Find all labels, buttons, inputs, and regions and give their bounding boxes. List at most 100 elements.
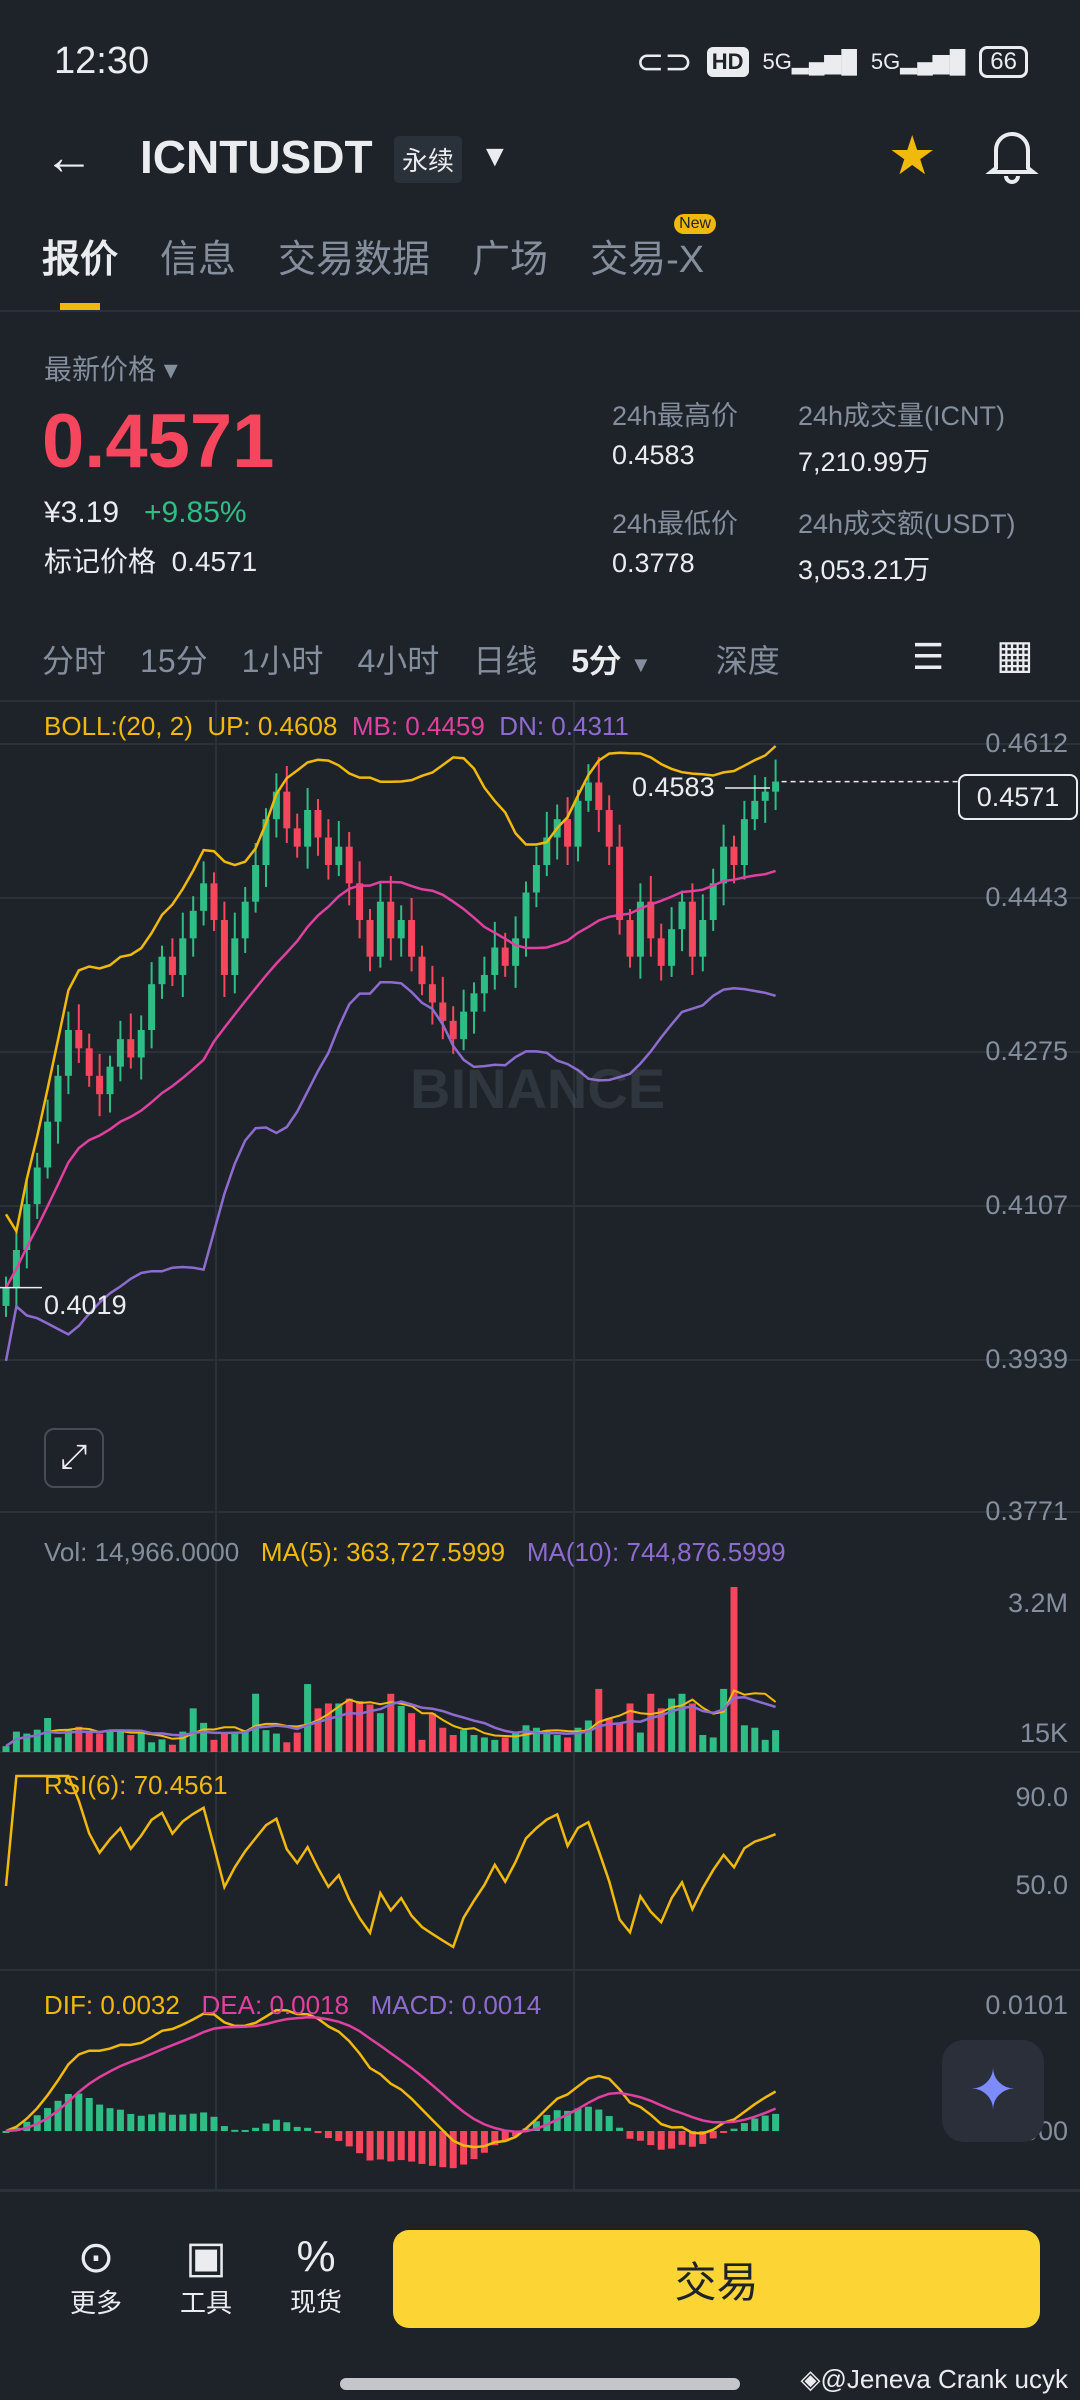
- interval-depth[interactable]: 深度: [715, 643, 780, 679]
- candle-body: [626, 920, 634, 957]
- interval-5m[interactable]: 5分 ▼: [571, 643, 652, 679]
- low-marker: 0.4019: [44, 1290, 127, 1320]
- macd-histogram-bar: [439, 2131, 447, 2168]
- candle-body: [262, 819, 270, 865]
- volume-bar: [460, 1730, 468, 1752]
- candle-body: [366, 920, 374, 957]
- candle-body: [501, 947, 509, 966]
- macd-histogram-bar: [168, 2114, 176, 2131]
- tab-info[interactable]: 信息: [160, 239, 237, 281]
- volume-bar: [127, 1735, 135, 1752]
- volume-bar: [678, 1693, 686, 1752]
- tools-button[interactable]: ▣ 工具: [166, 2232, 246, 2320]
- volume-bar: [179, 1731, 187, 1752]
- interval-4h[interactable]: 4小时: [357, 643, 440, 679]
- candle-body: [127, 1039, 135, 1058]
- volume-bar: [491, 1739, 499, 1752]
- interval-15m[interactable]: 15分: [140, 643, 208, 679]
- volume-ma10-line: [5, 1695, 776, 1748]
- tab-square[interactable]: 广场: [472, 239, 549, 281]
- candle-body: [356, 883, 364, 920]
- candle-body: [491, 947, 499, 975]
- macd-histogram-bar: [304, 2127, 312, 2131]
- tab-trading-data[interactable]: 交易数据: [278, 239, 431, 281]
- macd-histogram-bar: [408, 2131, 416, 2162]
- expand-icon[interactable]: ⤢: [44, 1428, 104, 1488]
- candle-body: [324, 837, 332, 865]
- candle-body: [772, 781, 780, 792]
- candle-body: [116, 1039, 124, 1067]
- last-price-selector[interactable]: 最新价格 ▾: [44, 354, 178, 385]
- volume-bar: [470, 1735, 478, 1752]
- indicator-settings-icon[interactable]: ☰: [912, 636, 945, 677]
- trade-button[interactable]: 交易: [393, 2230, 1040, 2328]
- candle-body: [584, 782, 592, 801]
- macd-histogram-bar: [283, 2122, 291, 2131]
- macd-histogram-bar: [106, 2108, 114, 2131]
- macd-histogram-bar: [137, 2115, 145, 2131]
- candle-body: [480, 975, 488, 994]
- volume-bar: [688, 1703, 696, 1752]
- candle-body: [314, 810, 322, 838]
- back-arrow-icon[interactable]: ←: [44, 129, 94, 185]
- candle-body: [64, 1030, 72, 1076]
- bell-icon[interactable]: [984, 124, 1040, 184]
- macd-histogram-bar: [647, 2131, 655, 2146]
- candle-body: [387, 901, 395, 939]
- volume-bar: [33, 1729, 41, 1752]
- candle-body: [428, 984, 436, 1003]
- home-indicator[interactable]: [340, 2378, 740, 2390]
- boll-legend: BOLL:(20, 2) UP: 0.4608 MB: 0.4459 DN: 0…: [44, 711, 629, 741]
- favorite-star-icon[interactable]: ★: [888, 126, 937, 186]
- symbol-dropdown-icon[interactable]: ▼: [480, 140, 510, 173]
- candle-body: [252, 865, 260, 902]
- macd-histogram-bar: [595, 2109, 603, 2131]
- volume-bar: [314, 1708, 322, 1752]
- interval-1d[interactable]: 日线: [473, 643, 538, 679]
- new-badge: New: [674, 214, 717, 234]
- interval-time[interactable]: 分时: [42, 643, 107, 679]
- candle-body: [449, 1020, 457, 1040]
- grid-layout-icon[interactable]: ▦: [996, 633, 1034, 677]
- tab-quote[interactable]: 报价: [42, 239, 119, 281]
- last-price: 0.4571: [42, 399, 275, 484]
- volume-bar: [595, 1688, 603, 1752]
- main-tabs: 报价 信息 交易数据 广场 交易-X New: [42, 214, 717, 283]
- macd-histogram-bar: [231, 2129, 239, 2132]
- volume-bar: [252, 1693, 260, 1752]
- price-axis-label: 0.3771: [985, 1496, 1068, 1526]
- volume-bar: [44, 1718, 52, 1752]
- macd-histogram-bar: [397, 2131, 405, 2161]
- volume-bar: [616, 1722, 624, 1752]
- macd-histogram-bar: [730, 2128, 738, 2131]
- ai-assistant-sparkle-icon[interactable]: ✦: [942, 2040, 1044, 2142]
- symbol-title[interactable]: ICNTUSDT: [140, 131, 373, 183]
- volume-bar: [293, 1732, 301, 1752]
- macd-histogram-bar: [543, 2114, 551, 2131]
- price-change: +9.85%: [144, 496, 247, 529]
- macd-axis-label: 0.0101: [985, 1990, 1068, 2020]
- candle-body: [345, 846, 353, 884]
- volume-bar: [699, 1735, 707, 1752]
- candle-body: [137, 1030, 145, 1058]
- price-axis-label: 0.4275: [985, 1036, 1068, 1066]
- candle-body: [730, 846, 738, 865]
- boll-middle-line: [4, 869, 776, 1289]
- volume-bar: [106, 1731, 114, 1752]
- spot-button[interactable]: % 现货: [276, 2232, 356, 2319]
- macd-histogram-bar: [605, 2116, 613, 2131]
- boll-upper-line: [4, 745, 777, 1235]
- more-button[interactable]: ⊙ 更多: [56, 2232, 136, 2320]
- interval-1h[interactable]: 1小时: [241, 643, 324, 679]
- more-icon: ⊙: [77, 2233, 115, 2282]
- macd-histogram-bar: [54, 2100, 62, 2131]
- macd-histogram-bar: [626, 2131, 634, 2139]
- high-marker: 0.4583: [632, 772, 715, 802]
- volume-bar: [480, 1737, 488, 1752]
- volume-bar: [272, 1733, 280, 1752]
- candle-body: [75, 1030, 83, 1049]
- candle-body: [512, 938, 520, 966]
- macd-histogram-bar: [75, 2093, 83, 2131]
- tab-trade-x[interactable]: 交易-X New: [590, 214, 717, 283]
